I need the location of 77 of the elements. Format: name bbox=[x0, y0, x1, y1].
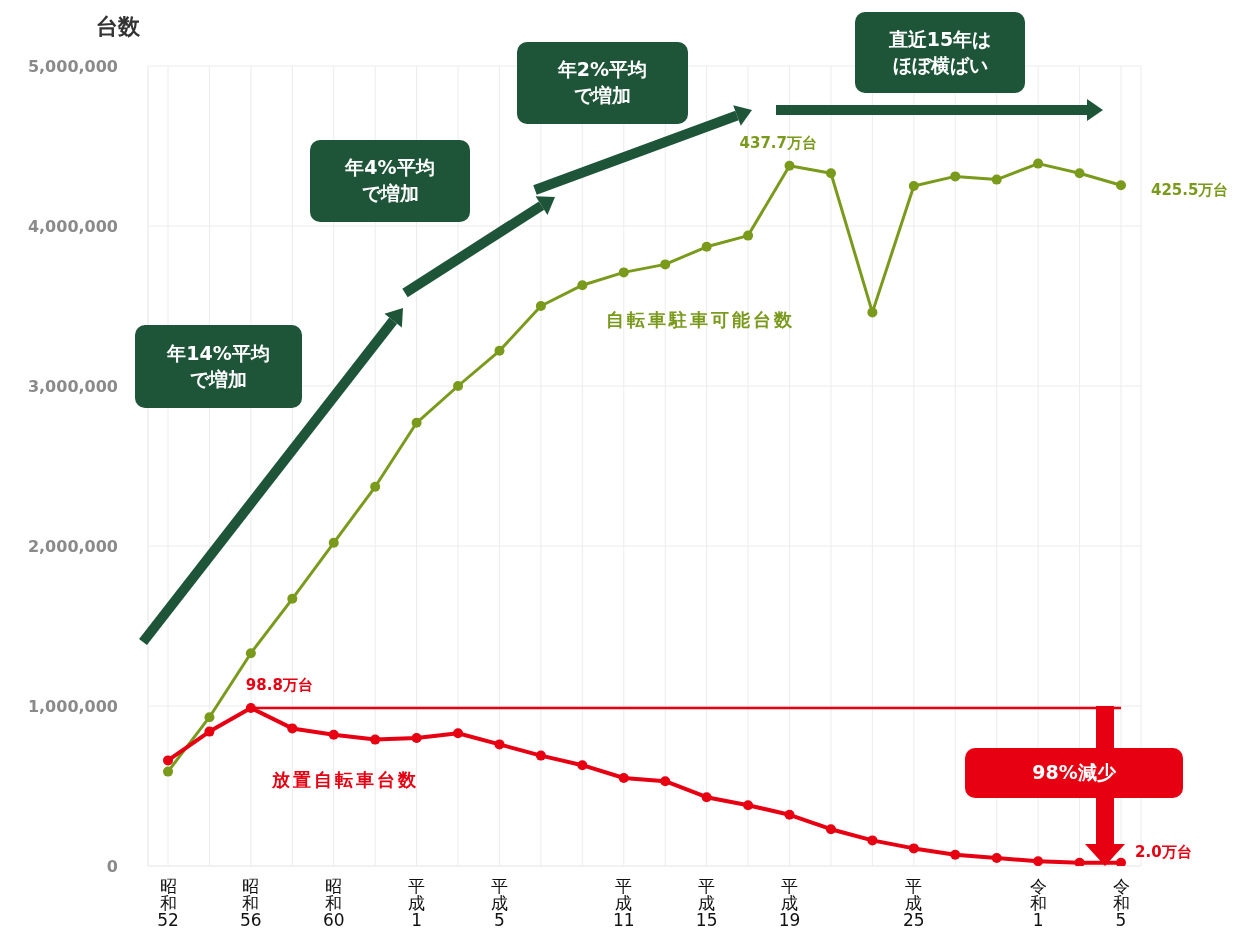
annotation: 年4%平均で増加 bbox=[344, 155, 435, 204]
point bbox=[453, 381, 464, 391]
point bbox=[411, 417, 422, 428]
x-tick-label: 平成25 bbox=[903, 876, 925, 930]
point bbox=[535, 750, 546, 761]
point bbox=[494, 739, 505, 750]
y-tick-label: 2,000,000 bbox=[27, 536, 118, 556]
x-tick-label: 昭和60 bbox=[322, 876, 345, 930]
annotation: 98.8万台 bbox=[245, 676, 313, 695]
point bbox=[1116, 857, 1126, 866]
point bbox=[577, 760, 588, 771]
y-tick-label: 5,000,000 bbox=[27, 56, 118, 76]
point bbox=[784, 160, 795, 171]
annotation: 425.5万台 bbox=[1151, 180, 1229, 199]
x-tick-label: 令和5 bbox=[1112, 876, 1130, 930]
point bbox=[1074, 168, 1085, 179]
point bbox=[618, 773, 629, 783]
point bbox=[577, 280, 588, 291]
annotation: 直近15年はほぼ横ばい bbox=[887, 27, 992, 75]
point bbox=[618, 267, 629, 278]
series-label: 放置自転車台数 bbox=[270, 769, 419, 790]
point bbox=[908, 843, 919, 854]
point bbox=[535, 301, 546, 311]
y-tick-label: 1,000,000 bbox=[27, 696, 118, 716]
x-tick-label: 平成19 bbox=[778, 876, 801, 930]
y-tick-label: 3,000,000 bbox=[27, 376, 118, 396]
point bbox=[204, 712, 215, 723]
point bbox=[163, 766, 173, 777]
x-tick-label: 平成15 bbox=[695, 876, 718, 930]
point bbox=[908, 181, 919, 191]
point bbox=[245, 648, 256, 659]
point bbox=[991, 853, 1002, 863]
annotation: 2.0万台 bbox=[1135, 843, 1192, 862]
point bbox=[660, 776, 671, 787]
point bbox=[743, 800, 754, 811]
annotation: 437.7万台 bbox=[739, 134, 817, 153]
point bbox=[287, 593, 298, 604]
point bbox=[370, 734, 381, 745]
point bbox=[370, 481, 381, 492]
point bbox=[204, 726, 215, 737]
annotation: 98%減少 bbox=[1032, 760, 1117, 783]
y-tick-label: 0 bbox=[106, 856, 118, 876]
y-axis-title: 台数 bbox=[96, 13, 141, 39]
point bbox=[287, 723, 298, 734]
point bbox=[701, 241, 712, 252]
point bbox=[950, 849, 961, 860]
annotation: 年14%平均で増加 bbox=[166, 341, 270, 389]
x-tick-label: 平成1 bbox=[408, 876, 426, 930]
point bbox=[1033, 856, 1044, 866]
point bbox=[494, 345, 505, 356]
point bbox=[950, 171, 961, 182]
annotation: 年2%平均で増加 bbox=[556, 57, 648, 106]
point bbox=[163, 755, 173, 766]
y-tick-label: 4,000,000 bbox=[27, 216, 118, 236]
point bbox=[411, 733, 422, 743]
x-tick-label: 平成5 bbox=[490, 876, 508, 930]
point bbox=[328, 729, 339, 740]
point bbox=[1074, 857, 1085, 866]
point bbox=[453, 728, 464, 739]
point bbox=[784, 809, 795, 820]
x-tick-label: 平成11 bbox=[612, 876, 635, 930]
point bbox=[825, 824, 836, 835]
point bbox=[743, 230, 754, 241]
point bbox=[328, 537, 339, 548]
point bbox=[1116, 180, 1126, 191]
point bbox=[1033, 158, 1044, 169]
x-tick-label: 昭和56 bbox=[240, 876, 262, 930]
point bbox=[245, 702, 256, 713]
point bbox=[867, 307, 878, 318]
point bbox=[660, 259, 671, 270]
point bbox=[825, 168, 836, 179]
x-tick-label: 令和1 bbox=[1029, 876, 1047, 930]
point bbox=[701, 792, 712, 803]
point bbox=[991, 174, 1002, 185]
x-tick-label: 昭和52 bbox=[157, 876, 179, 930]
point bbox=[867, 835, 878, 846]
series-label: 自転車駐車可能台数 bbox=[605, 309, 795, 330]
